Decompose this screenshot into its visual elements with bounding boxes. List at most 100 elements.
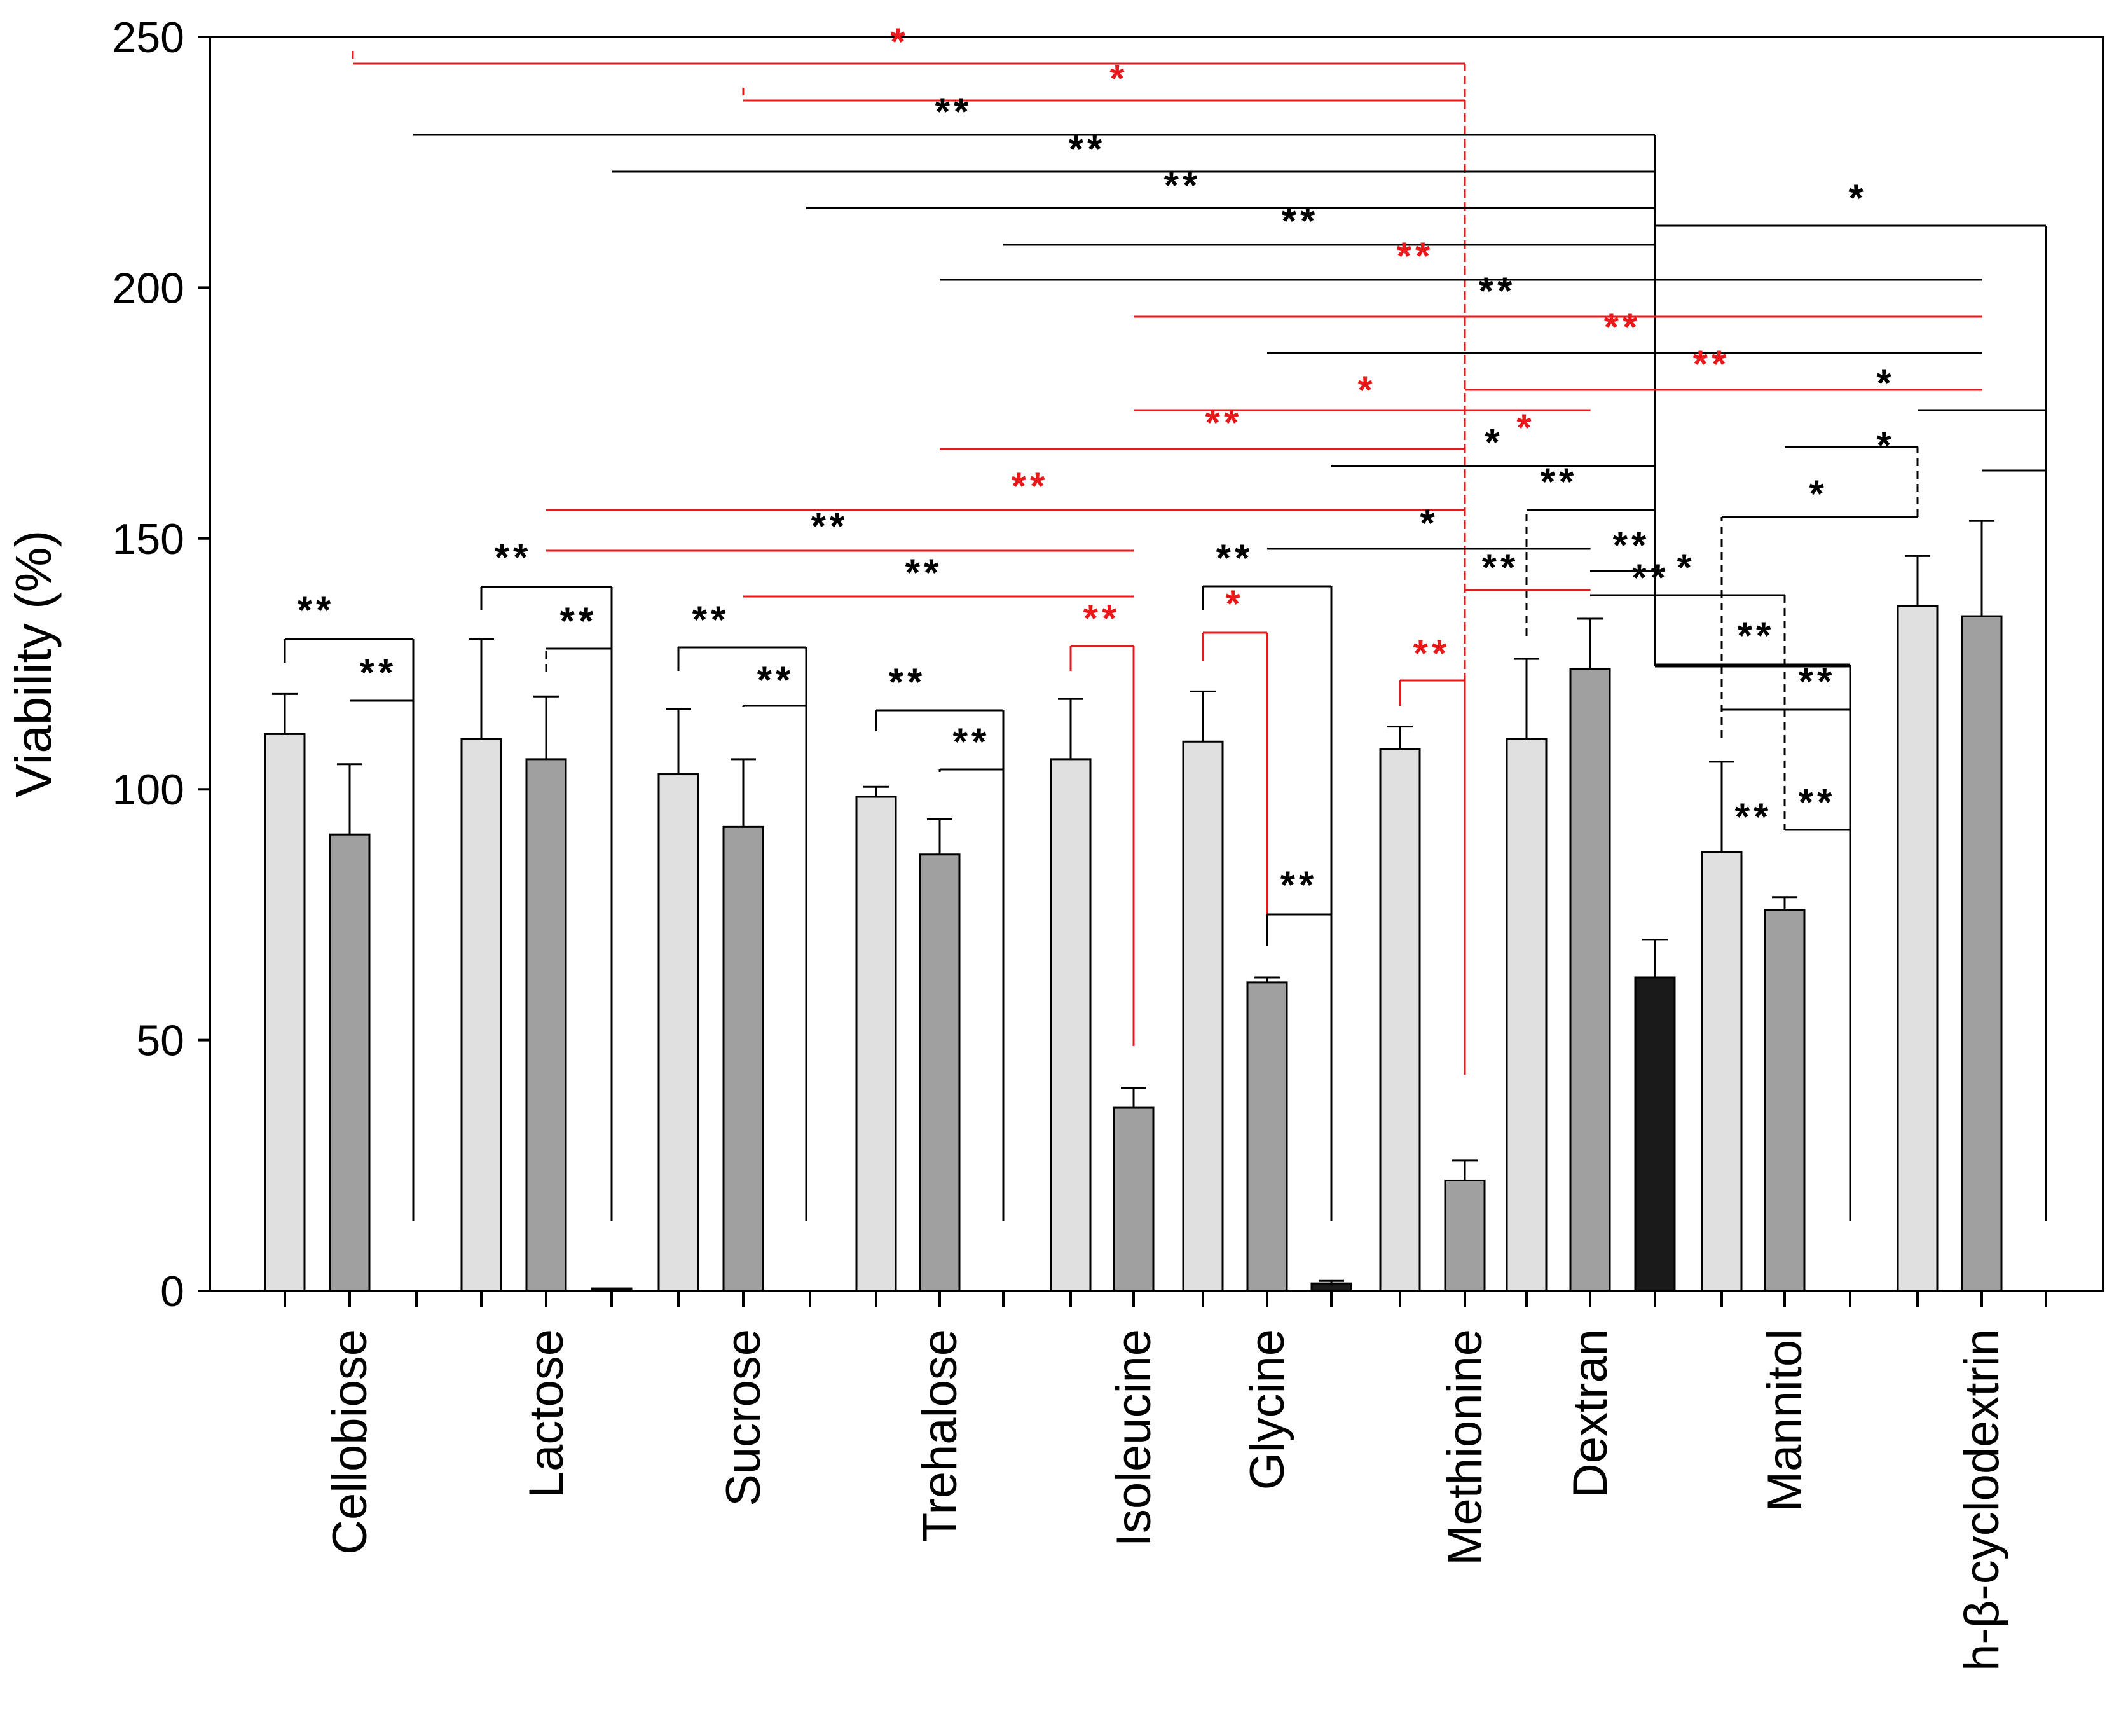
- sig-label: **: [1738, 614, 1775, 657]
- bar: [1444, 1179, 1486, 1292]
- bar: [1050, 758, 1092, 1292]
- bar: [919, 853, 961, 1292]
- bars-group: [264, 520, 2003, 1292]
- sig-label: **: [889, 661, 926, 703]
- sig-label: **: [757, 659, 795, 701]
- x-category-label: Mannitol: [1758, 1329, 1812, 1512]
- sig-label: *: [1809, 472, 1827, 515]
- sig-label: **: [1164, 164, 1202, 207]
- sig-label: **: [1083, 597, 1121, 640]
- sig-bracket: [1720, 447, 1919, 738]
- sig-bracket: [1069, 645, 1135, 1046]
- y-tick-label: 0: [160, 1267, 184, 1316]
- axes-group: 0 50 100 150 200 250 Cellobiose Lactose Sucrose T…: [113, 13, 2047, 1671]
- sig-label: **: [1282, 200, 1319, 242]
- sig-bracket: [742, 705, 807, 1221]
- sig-label: **: [811, 505, 849, 548]
- bar: [722, 825, 764, 1292]
- sig-bracket: [545, 647, 613, 1221]
- sig-bracket: [1590, 594, 1786, 830]
- sig-bracket: [742, 88, 1466, 1075]
- y-tick-label: 100: [113, 766, 184, 814]
- sig-bracket: [612, 170, 1656, 666]
- sig-label: **: [495, 536, 532, 579]
- sig-bracket: [1266, 913, 1333, 1221]
- sig-label: *: [890, 20, 909, 63]
- sig-label: **: [1541, 460, 1578, 503]
- bar: [1634, 976, 1676, 1292]
- sig-label: **: [560, 600, 598, 642]
- y-axis-title: Viability (%): [5, 530, 62, 798]
- sig-bracket: [1202, 631, 1268, 946]
- bar: [1569, 668, 1611, 1292]
- sig-label: *: [1225, 582, 1244, 625]
- bar: [855, 796, 897, 1292]
- sig-label: *: [1677, 546, 1695, 589]
- sig-label: **: [1413, 632, 1451, 675]
- sig-bracket: [1655, 665, 1851, 1221]
- sig-label: *: [1848, 177, 1867, 219]
- x-category-label: Dextran: [1563, 1329, 1617, 1498]
- y-tick-label: 150: [113, 515, 184, 563]
- sig-label: *: [1876, 362, 1895, 404]
- sig-bracket: [1525, 509, 1656, 666]
- sig-label: **: [1735, 796, 1773, 838]
- bar: [460, 738, 502, 1292]
- sig-label: **: [1280, 864, 1318, 906]
- bar: [1246, 981, 1288, 1292]
- sig-label: **: [360, 651, 397, 694]
- bar: [1113, 1106, 1155, 1292]
- sig-label: **: [1479, 270, 1516, 312]
- sig-label: *: [1876, 424, 1895, 467]
- x-category-label: Isoleucine: [1107, 1329, 1161, 1547]
- bar: [1379, 748, 1421, 1292]
- sig-label: *: [1420, 502, 1438, 544]
- sig-label: *: [1109, 57, 1128, 100]
- sig-label: **: [1799, 781, 1836, 823]
- sig-bracket: [1918, 409, 2047, 1221]
- sig-bracket: [1654, 663, 1851, 1221]
- bar: [657, 773, 699, 1292]
- sig-label: *: [1357, 369, 1376, 411]
- sig-label: *: [1485, 421, 1503, 464]
- sig-label: **: [935, 90, 973, 133]
- sig-label: **: [1397, 235, 1434, 277]
- x-category-label: Sucrose: [717, 1329, 771, 1506]
- sig-label: **: [1799, 660, 1836, 703]
- x-category-label: Glycine: [1240, 1329, 1294, 1490]
- sig-label: **: [1632, 556, 1670, 599]
- bar: [264, 733, 306, 1292]
- bar: [525, 758, 567, 1292]
- sig-label: **: [1216, 537, 1254, 579]
- y-tick-label: 250: [113, 13, 184, 62]
- sig-label: **: [1613, 524, 1651, 567]
- sig-label: **: [953, 720, 991, 763]
- sig-label: **: [1693, 343, 1731, 385]
- significance-labels: ******** **** ****** ******* ***************…: [298, 20, 1895, 906]
- bar: [1506, 738, 1548, 1292]
- y-tick-label: 50: [136, 1017, 184, 1065]
- bar: [1897, 605, 1939, 1292]
- sig-label: **: [1205, 401, 1243, 444]
- significance-brackets: [284, 51, 2047, 1221]
- plot-frame: [209, 36, 2104, 1292]
- sig-label: **: [298, 589, 335, 631]
- x-category-label: Cellobiose: [323, 1329, 377, 1555]
- sig-label: **: [1604, 306, 1642, 348]
- sig-bracket: [938, 768, 1005, 1221]
- bar: [1701, 851, 1743, 1292]
- sig-label: **: [692, 598, 730, 641]
- bar: [1961, 615, 2003, 1292]
- sig-label: **: [1482, 546, 1520, 589]
- x-category-label: Lactose: [519, 1329, 573, 1498]
- x-category-label: Trehalose: [913, 1329, 967, 1542]
- bar: [329, 833, 371, 1292]
- x-category-label: h-β-cyclodextrin: [1955, 1329, 2009, 1671]
- bar: [1764, 909, 1806, 1292]
- bar: [1182, 740, 1224, 1292]
- y-tick-label: 200: [113, 264, 184, 312]
- x-category-label: Methionine: [1438, 1329, 1492, 1566]
- sig-label: **: [1012, 465, 1049, 507]
- sig-bracket: [350, 699, 415, 1221]
